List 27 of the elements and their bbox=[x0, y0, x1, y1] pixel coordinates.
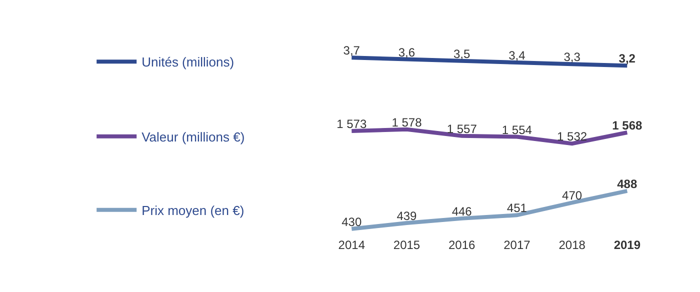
legend-label: Prix moyen (en €) bbox=[142, 202, 244, 218]
data-label: 3,6 bbox=[398, 45, 416, 60]
data-label: 439 bbox=[396, 209, 418, 224]
legend-label: Valeur (millions €) bbox=[142, 130, 245, 144]
data-label: 470 bbox=[562, 188, 582, 203]
x-tick-label: 2019 bbox=[614, 238, 641, 252]
data-label: 451 bbox=[506, 201, 528, 216]
data-label: 1 557 bbox=[446, 122, 478, 136]
data-label: 488 bbox=[617, 176, 638, 191]
x-tick-label: 2017 bbox=[504, 238, 531, 252]
data-label: 3,7 bbox=[343, 44, 360, 58]
x-tick-label: 2016 bbox=[448, 238, 476, 252]
data-label: 1 554 bbox=[502, 122, 532, 137]
data-label: 1 573 bbox=[336, 116, 367, 131]
x-tick-label: 2018 bbox=[558, 238, 586, 252]
data-label: 1 578 bbox=[392, 115, 422, 130]
data-label: 446 bbox=[452, 204, 472, 218]
x-tick-label: 2015 bbox=[393, 238, 420, 252]
data-label: 430 bbox=[342, 214, 362, 229]
data-label: 3,3 bbox=[564, 50, 581, 64]
data-label: 3,4 bbox=[508, 48, 526, 62]
data-label: 3,2 bbox=[618, 52, 636, 66]
data-label: 1 568 bbox=[612, 118, 642, 132]
data-label: 1 532 bbox=[557, 130, 588, 144]
data-label: 3,5 bbox=[454, 46, 471, 61]
legend-label: Unités (millions) bbox=[142, 54, 234, 70]
x-tick-label: 2014 bbox=[338, 238, 366, 252]
